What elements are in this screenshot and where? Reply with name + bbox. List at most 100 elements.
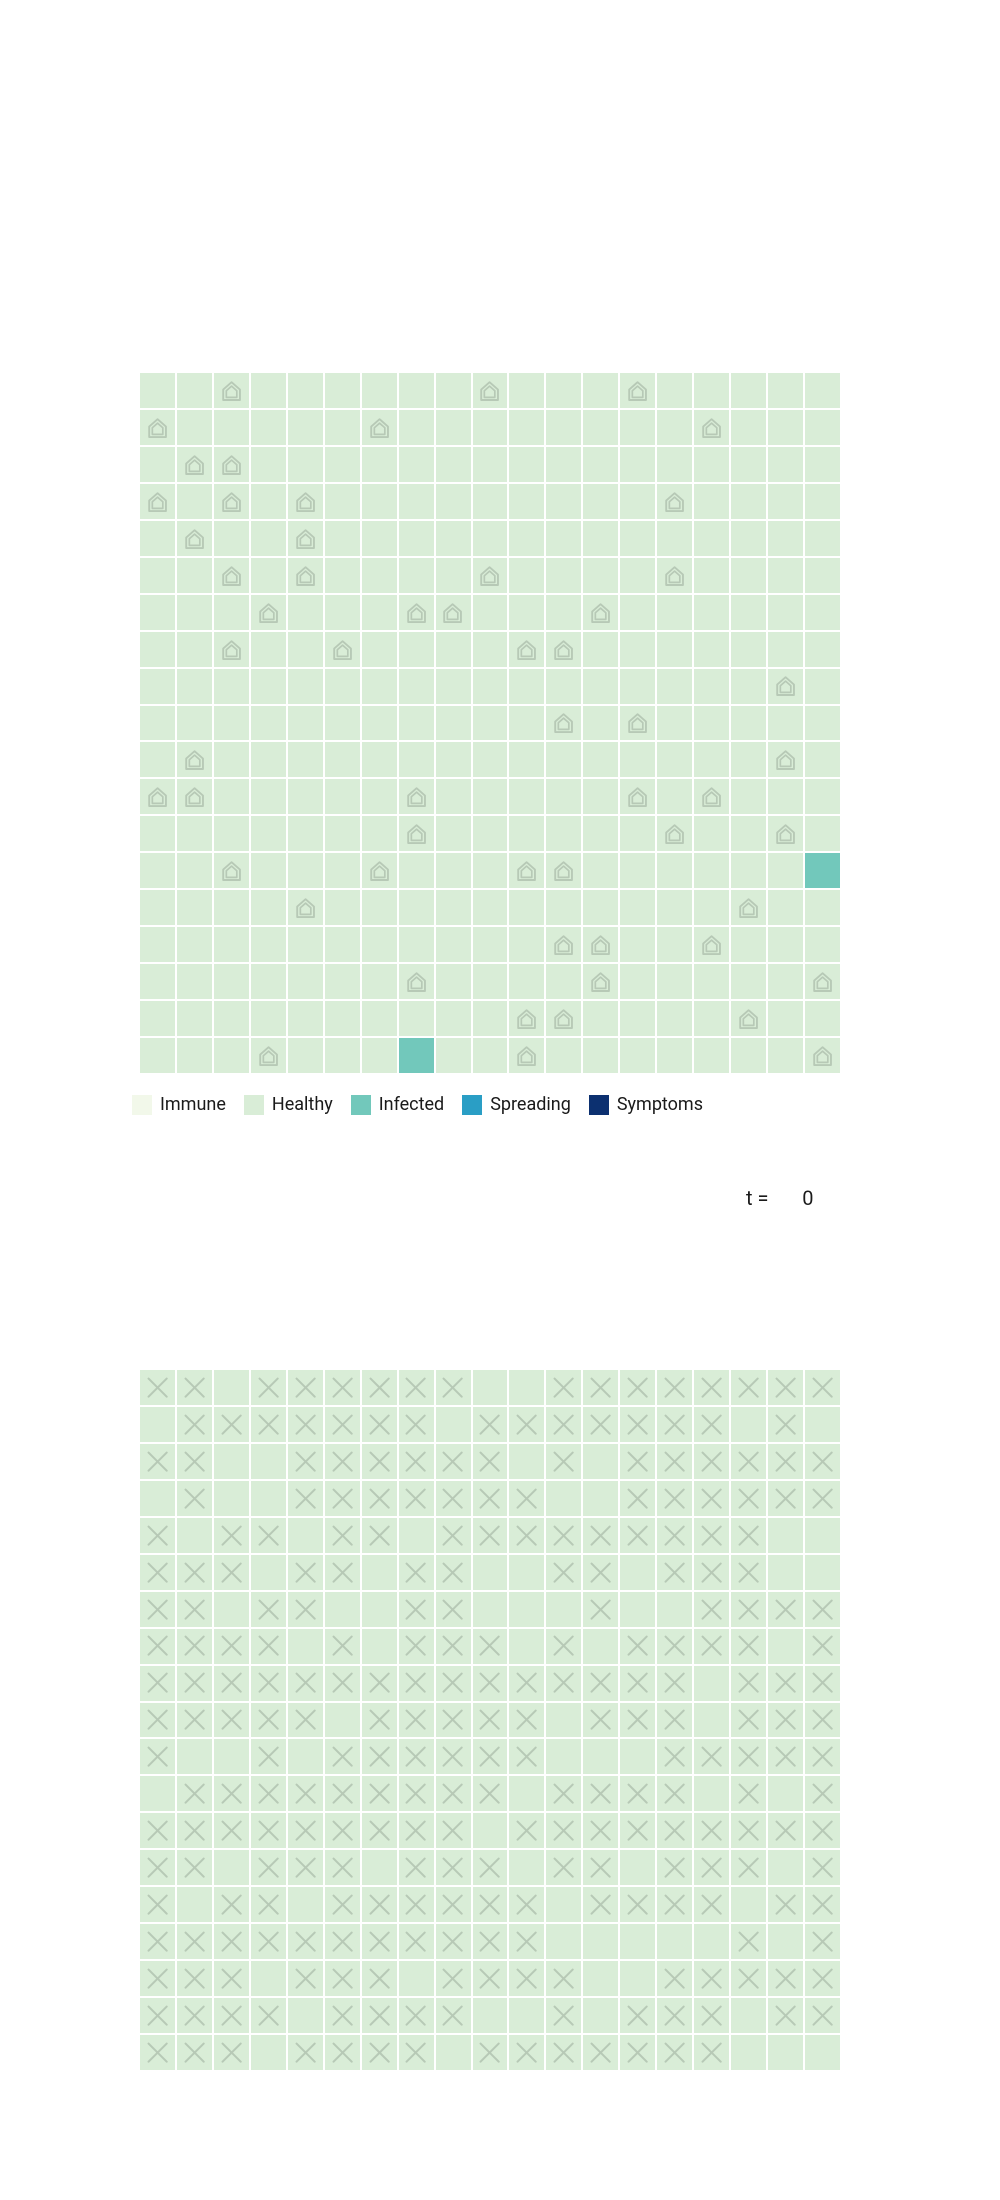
x-icon — [177, 1555, 212, 1590]
grid-cell — [214, 1038, 249, 1073]
grid-cell — [509, 484, 544, 519]
grid-cell — [325, 853, 360, 888]
x-icon — [436, 1629, 471, 1664]
grid-cell — [509, 1407, 544, 1442]
x-icon — [620, 1407, 655, 1442]
grid-cell — [694, 1444, 729, 1479]
grid-cell — [731, 1998, 766, 2033]
x-icon — [399, 1370, 434, 1405]
x-icon — [731, 1481, 766, 1516]
grid-cell — [805, 1629, 840, 1664]
grid-cell — [177, 1961, 212, 1996]
grid-cell — [288, 1038, 323, 1073]
grid-cell — [731, 521, 766, 556]
grid-cell — [140, 706, 175, 741]
grid-cell — [694, 1629, 729, 1664]
x-icon — [251, 1924, 286, 1959]
grid-cell — [399, 816, 434, 851]
grid-cell — [657, 1629, 692, 1664]
grid-cell — [805, 1555, 840, 1590]
x-icon — [399, 1887, 434, 1922]
grid-cell — [620, 595, 655, 630]
x-icon — [251, 1739, 286, 1774]
grid-cell — [251, 1629, 286, 1664]
grid-cell — [509, 927, 544, 962]
grid-cell — [251, 1666, 286, 1701]
grid-cell — [288, 1518, 323, 1553]
grid-cell — [546, 1776, 581, 1811]
grid-cell — [583, 890, 618, 925]
grid-cell — [620, 1850, 655, 1885]
grid-cell — [251, 1924, 286, 1959]
grid-cell — [436, 1407, 471, 1442]
grid-cell — [657, 521, 692, 556]
grid-cell — [473, 742, 508, 777]
x-icon — [583, 1703, 618, 1738]
grid-cell — [288, 484, 323, 519]
grid-cell — [694, 742, 729, 777]
grid-cell — [583, 447, 618, 482]
grid-cell — [399, 2035, 434, 2070]
grid-cell — [140, 521, 175, 556]
grid-cell — [694, 1666, 729, 1701]
grid-cell — [436, 1924, 471, 1959]
grid-cell — [805, 1444, 840, 1479]
grid-cell — [805, 558, 840, 593]
x-icon — [473, 1924, 508, 1959]
legend-label: Spreading — [490, 1094, 571, 1115]
legend-swatch — [462, 1095, 482, 1115]
grid-cell — [399, 1776, 434, 1811]
x-icon — [473, 1666, 508, 1701]
x-icon — [657, 1629, 692, 1664]
x-icon — [620, 1998, 655, 2033]
x-icon — [399, 1481, 434, 1516]
grid-cell — [399, 1555, 434, 1590]
grid-cell — [694, 816, 729, 851]
x-icon — [473, 1518, 508, 1553]
grid-cell — [177, 706, 212, 741]
grid-cell — [251, 1850, 286, 1885]
grid-cell — [251, 558, 286, 593]
grid-cell — [436, 1370, 471, 1405]
grid-cell — [731, 2035, 766, 2070]
grid-cell — [731, 1370, 766, 1405]
x-icon — [546, 1518, 581, 1553]
grid-cell — [694, 927, 729, 962]
grid-cell — [473, 373, 508, 408]
x-icon — [473, 1703, 508, 1738]
legend-label: Immune — [160, 1094, 226, 1115]
grid-cell — [325, 779, 360, 814]
grid-cell — [177, 1703, 212, 1738]
x-icon — [399, 1444, 434, 1479]
grid-cell — [657, 1739, 692, 1774]
grid-cell — [805, 853, 840, 888]
grid-cell — [214, 816, 249, 851]
x-icon — [509, 1887, 544, 1922]
x-icon — [214, 1666, 249, 1701]
grid-cell — [583, 742, 618, 777]
x-icon — [436, 1924, 471, 1959]
grid-cell — [251, 1001, 286, 1036]
grid-cell — [620, 373, 655, 408]
grid-cell — [731, 595, 766, 630]
grid-cell — [177, 927, 212, 962]
x-icon — [731, 1370, 766, 1405]
grid-cell — [657, 1481, 692, 1516]
legend-label: Symptoms — [617, 1094, 703, 1115]
grid-cell — [140, 1776, 175, 1811]
x-icon — [694, 1555, 729, 1590]
x-icon — [657, 1703, 692, 1738]
house-icon — [140, 410, 175, 445]
x-icon — [325, 1370, 360, 1405]
grid-cell — [805, 1038, 840, 1073]
grid-cell — [362, 1776, 397, 1811]
grid-cell — [805, 742, 840, 777]
grid-cell — [768, 1998, 803, 2033]
grid-cell — [694, 669, 729, 704]
grid-cell — [399, 1961, 434, 1996]
x-icon — [620, 1703, 655, 1738]
grid-cell — [214, 373, 249, 408]
grid-cell — [546, 964, 581, 999]
grid-cell — [583, 816, 618, 851]
grid-cell — [805, 410, 840, 445]
